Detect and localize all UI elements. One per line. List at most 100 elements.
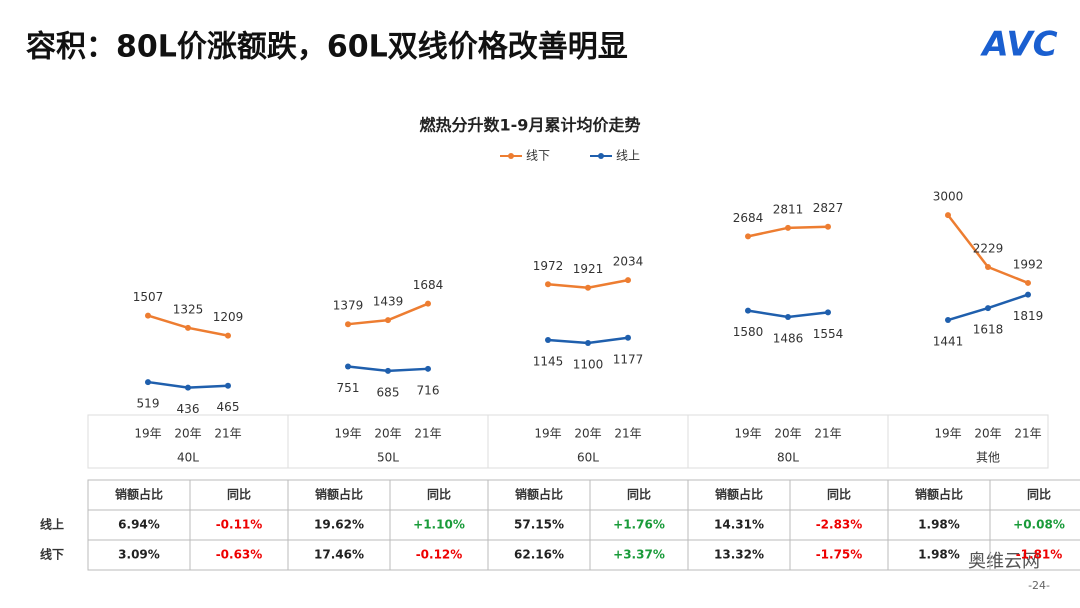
table-header: 同比	[227, 487, 251, 502]
point	[1025, 291, 1031, 298]
table-value: 62.16%	[514, 548, 564, 562]
value-label: 2811	[773, 202, 804, 216]
point	[425, 365, 431, 372]
table-header: 销额占比	[915, 487, 963, 502]
table-header: 销额占比	[115, 487, 163, 502]
value-label: 1209	[213, 310, 244, 324]
table-value: +0.08%	[1013, 518, 1065, 532]
x-tick-label: 19年	[734, 427, 761, 441]
value-label: 519	[137, 397, 160, 411]
legend-label: 线下	[526, 149, 550, 163]
value-label: 1145	[533, 354, 564, 368]
table-value: 13.32%	[714, 548, 764, 562]
x-tick-label: 20年	[574, 427, 601, 441]
value-label: 1580	[733, 325, 764, 339]
legend-label: 线上	[616, 149, 640, 163]
x-tick-label: 19年	[534, 427, 561, 441]
point	[185, 324, 191, 331]
point	[1025, 279, 1031, 286]
x-tick-label: 19年	[934, 427, 961, 441]
point	[145, 312, 151, 319]
x-tick-label: 20年	[374, 427, 401, 441]
value-label: 1379	[333, 299, 364, 313]
value-label: 1100	[573, 357, 604, 371]
value-label: 2684	[733, 211, 764, 225]
point	[345, 363, 351, 370]
table-header: 销额占比	[715, 487, 763, 502]
x-tick-label: 21年	[614, 427, 641, 441]
slide-title: 容积：80L价涨额跌，60L双线价格改善明显	[26, 30, 628, 65]
x-tick-label: 20年	[974, 427, 1001, 441]
point	[145, 379, 151, 386]
value-label: 1439	[373, 295, 404, 309]
table-value: 57.15%	[514, 518, 564, 532]
table-header: 销额占比	[515, 487, 563, 502]
value-label: 3000	[933, 190, 964, 204]
table-header: 同比	[627, 487, 651, 502]
value-label: 465	[217, 400, 240, 414]
x-tick-label: 21年	[414, 427, 441, 441]
point	[225, 382, 231, 389]
table-header: 同比	[827, 487, 851, 502]
table-value: 14.31%	[714, 518, 764, 532]
point	[985, 263, 991, 270]
group-label: 40L	[177, 451, 199, 465]
table-header: 销额占比	[315, 487, 363, 502]
value-label: 436	[177, 402, 200, 416]
x-tick-label: 21年	[1014, 427, 1041, 441]
value-label: 1992	[1013, 257, 1044, 271]
value-label: 2229	[973, 241, 1004, 255]
group-label: 其他	[976, 451, 1000, 465]
x-tick-label: 20年	[174, 427, 201, 441]
point	[945, 212, 951, 219]
value-label: 716	[417, 383, 440, 397]
point	[345, 321, 351, 328]
table-value: +1.10%	[413, 518, 465, 532]
point	[625, 334, 631, 341]
value-label: 1921	[573, 262, 604, 276]
value-label: 2034	[613, 255, 644, 269]
value-label: 2827	[813, 201, 844, 215]
point	[785, 313, 791, 320]
point	[585, 284, 591, 291]
value-label: 1972	[533, 259, 564, 273]
x-tick-label: 21年	[214, 427, 241, 441]
table-value: 17.46%	[314, 548, 364, 562]
watermark: 奥维云网	[968, 551, 1040, 572]
point	[385, 367, 391, 374]
x-tick-label: 19年	[334, 427, 361, 441]
point	[825, 309, 831, 316]
point	[785, 224, 791, 231]
value-label: 1177	[613, 352, 644, 366]
chart-title: 燃热分升数1-9月累计均价走势	[420, 116, 641, 135]
table-value: 1.98%	[918, 548, 960, 562]
point	[425, 300, 431, 307]
table-value: 6.94%	[118, 518, 160, 532]
table-header: 同比	[427, 487, 451, 502]
value-label: 1507	[133, 290, 164, 304]
table-value: 1.98%	[918, 518, 960, 532]
table-value: -1.81%	[1016, 548, 1063, 562]
group-label: 50L	[377, 451, 399, 465]
point	[745, 307, 751, 314]
value-label: 1486	[773, 331, 804, 345]
point	[225, 332, 231, 339]
point	[385, 317, 391, 324]
value-label: 1684	[413, 278, 444, 292]
point	[625, 277, 631, 284]
axis-box	[87, 414, 1049, 469]
value-label: 1618	[973, 323, 1004, 337]
table-value: -0.12%	[416, 548, 463, 562]
logo: AVC	[979, 25, 1057, 65]
table-value: +1.76%	[613, 518, 665, 532]
value-label: 751	[337, 381, 360, 395]
group-label: 80L	[777, 451, 799, 465]
table-value: -0.63%	[216, 548, 263, 562]
value-label: 1554	[813, 327, 844, 341]
value-label: 1325	[173, 302, 204, 316]
point	[185, 384, 191, 391]
table-header: 同比	[1027, 487, 1051, 502]
point	[945, 317, 951, 324]
value-label: 685	[377, 385, 400, 399]
